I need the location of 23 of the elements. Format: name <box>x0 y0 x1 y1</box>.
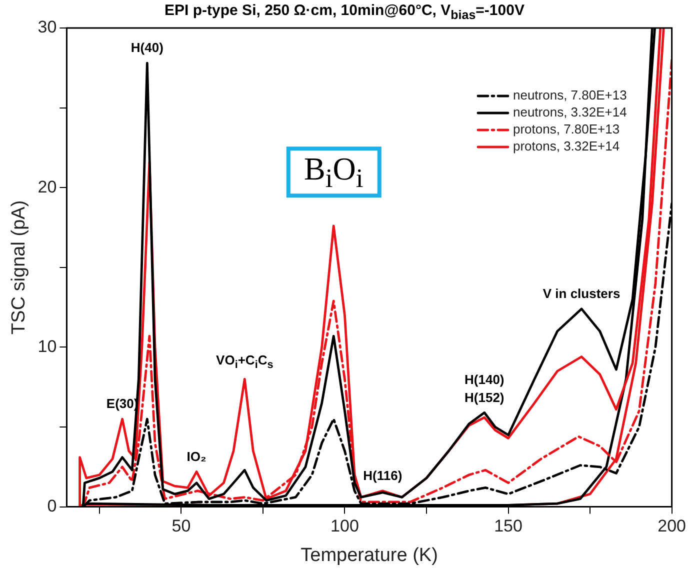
y-axis-title: TSC signal (pA) <box>8 200 30 334</box>
x-tick-label: 100 <box>330 516 359 536</box>
x-tick-label: 150 <box>494 516 522 536</box>
legend-label: neutrons, 3.32E+14 <box>512 104 627 120</box>
annotation: H(152) <box>464 390 504 405</box>
x-axis-title: Temperature (K) <box>300 544 438 566</box>
x-tick-label: 200 <box>658 516 686 536</box>
annotation: VO$_{i}$+C$_{i}$C$_{s}$ <box>216 352 274 372</box>
legend-label: neutrons, 7.80E+13 <box>512 88 627 103</box>
legend-label: protons, 7.80E+13 <box>512 122 620 137</box>
chart-title: EPI p-type Si, 250 Ω·cm, 10min@60°C, V$_{bias}$=-100V <box>164 2 524 22</box>
annotation: B$_{i}$O$_{i}$ <box>286 146 382 198</box>
annotation: V in clusters <box>542 286 620 301</box>
y-tick-label: 10 <box>38 336 57 356</box>
annotation: IO₂ <box>186 448 206 464</box>
y-tick-label: 20 <box>38 177 57 196</box>
y-tick-label: 30 <box>38 18 57 37</box>
legend-label: protons, 3.32E+14 <box>512 138 620 154</box>
annotation: H(116) <box>363 468 402 483</box>
x-tick-label: 50 <box>172 516 191 536</box>
y-tick-label: 0 <box>47 496 57 516</box>
annotation: H(40) <box>130 40 164 56</box>
annotation: H(140) <box>464 372 504 387</box>
